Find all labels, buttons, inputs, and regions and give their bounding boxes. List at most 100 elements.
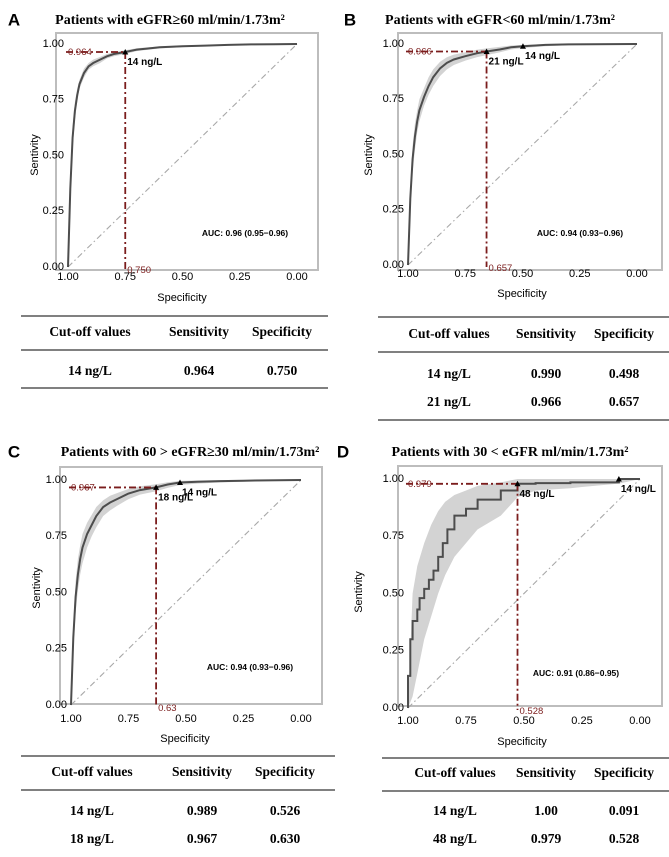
cutoff-table: Cut-off values Sensitivity Specificity 14 n… [378, 316, 669, 421]
table-cell: 18 ng/L [70, 831, 114, 846]
table-cell: 0.966 [531, 394, 562, 409]
table-header: Specificity [594, 765, 654, 780]
cutoff-point [514, 480, 521, 487]
table-cell: 1.00 [534, 803, 558, 818]
panel-letter: A [8, 10, 20, 29]
table-header: Specificity [594, 326, 654, 341]
x-tick-label: 0.75 [455, 268, 476, 280]
y-tick-label: 1.00 [43, 38, 64, 50]
y-tick-label: 1.00 [383, 38, 404, 50]
plot-frame [397, 465, 663, 707]
roc-panel-c: C Patients with 60 > eGFR≥30 ml/min/1.73m… [8, 442, 335, 846]
table-cell: 0.750 [267, 363, 298, 378]
x-tick-label: 0.00 [626, 268, 647, 280]
x-axis-label: Specificity [497, 288, 547, 300]
chart-title: Patients with eGFR≥60 ml/min/1.73m² [55, 13, 285, 28]
x-tick-label: 0.25 [233, 713, 254, 725]
cutoff-sensitivity-label: 0.964 [68, 47, 92, 58]
table-header: Cut-off values [49, 324, 130, 339]
reference-diagonal [67, 43, 298, 268]
roc-panel-d: D Patients with 30 < eGFR ml/min/1.73m² 0.… [337, 442, 669, 846]
y-tick-label: 0.00 [43, 261, 64, 273]
table-cell: 0.528 [609, 831, 640, 846]
x-tick-label: 0.25 [571, 715, 592, 727]
y-tick-label: 0.50 [383, 587, 404, 599]
y-tick-label: 0.25 [43, 205, 64, 217]
x-tick-label: 1.00 [60, 713, 81, 725]
x-tick-label: 0.50 [513, 715, 534, 727]
panel-letter: C [8, 442, 20, 461]
x-tick-label: 0.75 [118, 713, 139, 725]
y-tick-label: 0.75 [383, 530, 404, 542]
table-cell: 0.091 [609, 803, 640, 818]
y-tick-label: 0.75 [46, 530, 67, 542]
y-tick-label: 1.00 [46, 474, 67, 486]
y-tick-label: 0.75 [383, 93, 404, 105]
cutoff-point-label: 14 ng/L [182, 487, 217, 498]
cutoff-specificity-label: 0.528 [520, 706, 544, 717]
cutoff-sensitivity-label: 0.979 [408, 479, 432, 490]
cutoff-point [122, 49, 129, 55]
reference-diagonal [407, 478, 641, 709]
table-header: Cut-off values [51, 764, 132, 779]
confidence-band [408, 479, 640, 708]
table-header: Sensitivity [172, 764, 232, 779]
table-header: Sensitivity [516, 326, 576, 341]
table-cell: 0.989 [187, 803, 218, 818]
roc-curve [67, 43, 298, 268]
x-tick-label: 0.50 [172, 271, 193, 283]
y-axis-label: Sentivity [31, 567, 43, 609]
y-tick-label: 0.50 [46, 586, 67, 598]
plot-frame [397, 32, 663, 271]
table-header: Specificity [255, 764, 315, 779]
cutoff-point [483, 48, 490, 55]
x-axis-label: Specificity [157, 292, 207, 304]
table-cell: 14 ng/L [70, 803, 114, 818]
cutoff-point-label: 14 ng/L [127, 57, 162, 68]
chart-title: Patients with 30 < eGFR ml/min/1.73m² [392, 445, 629, 460]
y-tick-label: 0.25 [46, 643, 67, 655]
panel-letter: D [337, 442, 349, 461]
table-cell: 0.657 [609, 394, 640, 409]
cutoff-specificity-label: 0.750 [127, 265, 151, 276]
table-cell: 0.498 [609, 366, 640, 381]
x-tick-label: 1.00 [397, 715, 418, 727]
table-cell: 0.964 [184, 363, 215, 378]
table-cell: 0.630 [270, 831, 301, 846]
table-cell: 14 ng/L [68, 363, 112, 378]
panel-letter: B [344, 10, 356, 29]
y-tick-label: 0.50 [43, 149, 64, 161]
plot-frame [59, 466, 323, 705]
chart-title: Patients with eGFR<60 ml/min/1.73m² [385, 13, 615, 28]
y-tick-label: 0.00 [383, 259, 404, 271]
confidence-band [68, 44, 297, 267]
cutoff-sensitivity-label: 0.967 [71, 482, 95, 493]
roc-curve [407, 478, 640, 708]
x-axis-label: Specificity [160, 733, 210, 745]
table-cell: 0.990 [531, 366, 562, 381]
y-tick-label: 0.25 [383, 204, 404, 216]
cutoff-point-label: 48 ng/L [520, 489, 555, 500]
cutoff-point [153, 484, 160, 490]
table-cell: 0.967 [187, 831, 218, 846]
plot-frame [55, 32, 319, 271]
x-tick-label: 0.00 [290, 713, 311, 725]
x-tick-label: 0.25 [229, 271, 250, 283]
cutoff-table: Cut-off values Sensitivity Specificity 14 n… [21, 315, 328, 389]
x-tick-label: 0.50 [512, 268, 533, 280]
y-tick-label: 0.75 [43, 94, 64, 106]
x-tick-label: 0.25 [569, 268, 590, 280]
cutoff-point-label: 14 ng/L [525, 51, 560, 62]
table-cell: 0.526 [270, 803, 301, 818]
table-cell: 21 ng/L [427, 394, 471, 409]
table-header: Sensitivity [169, 324, 229, 339]
roc-curve [70, 479, 302, 706]
table-header: Cut-off values [414, 765, 495, 780]
y-axis-label: Sentivity [363, 134, 375, 176]
x-tick-label: 0.50 [175, 713, 196, 725]
cutoff-table: Cut-off values Sensitivity Specificity 14 n… [382, 757, 669, 846]
table-cell: 14 ng/L [433, 803, 477, 818]
x-tick-label: 0.75 [455, 715, 476, 727]
auc-annotation: AUC: 0.94 (0.93−0.96) [207, 662, 293, 672]
